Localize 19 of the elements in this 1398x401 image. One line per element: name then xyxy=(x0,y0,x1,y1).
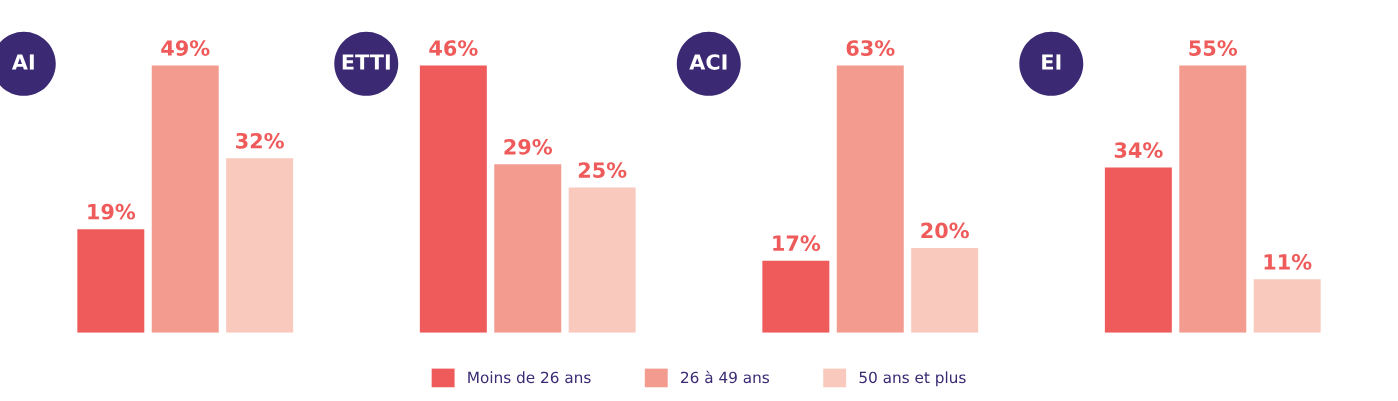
data-label: 63% xyxy=(846,40,895,56)
chart-title: ACI xyxy=(689,54,727,70)
data-label: 19% xyxy=(88,203,136,220)
data-label: 32% xyxy=(236,132,284,149)
data-label: 49% xyxy=(161,40,210,56)
chart-title: EI xyxy=(1042,54,1061,70)
legend-label: 50 ans et plus xyxy=(859,371,966,387)
data-label: 11% xyxy=(1264,254,1312,270)
legend-label: Moins de 26 ans xyxy=(468,371,591,384)
data-label: 17% xyxy=(773,235,821,252)
data-label: 29% xyxy=(504,138,553,155)
data-label: 25% xyxy=(578,162,627,178)
chart-title: ETTI xyxy=(342,54,390,70)
data-label: 34% xyxy=(1114,142,1163,158)
chart-title: AI xyxy=(11,54,34,70)
data-label: 20% xyxy=(921,222,969,239)
legend-label: 26 à 49 ans xyxy=(681,370,769,384)
data-label: 46% xyxy=(429,40,478,56)
data-label: 55% xyxy=(1189,40,1238,56)
